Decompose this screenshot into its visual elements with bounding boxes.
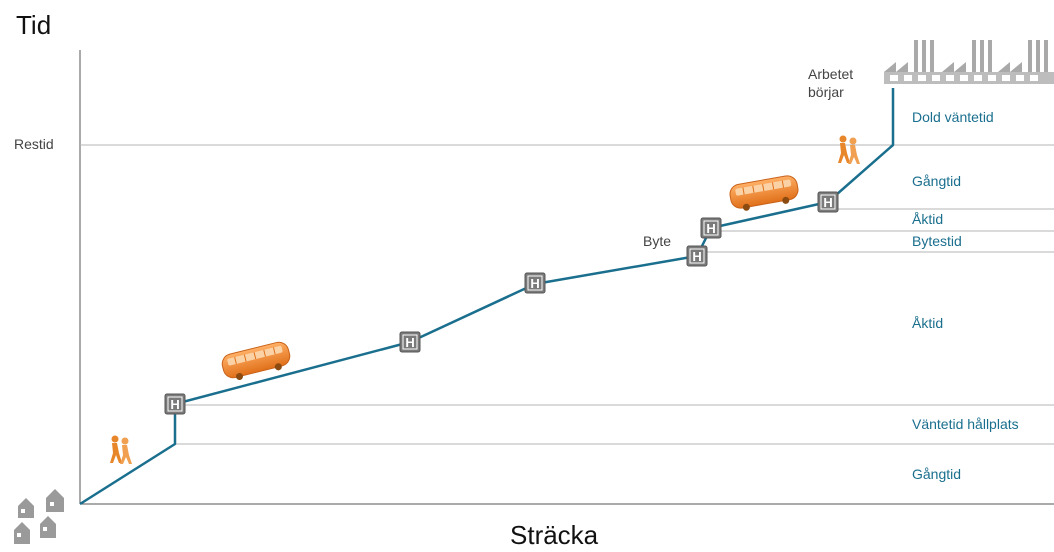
band-label-dold-vantetid: Dold väntetid [912,109,994,125]
arbetet-label-line2: börjar [808,84,844,100]
axes [79,50,1054,505]
guide-lines [80,144,1054,445]
byte-label: Byte [643,233,672,249]
stop-label: H [530,276,539,291]
stop-label: H [405,335,414,350]
bus-stop-icon: H [817,191,839,213]
stop-label: H [823,195,832,210]
houses-icon [14,489,64,544]
x-axis-title: Sträcka [510,520,599,550]
walking-people-icon [838,135,860,164]
bus-stop-icon: H [164,393,186,415]
stop-label: H [706,221,715,236]
factory-icon [884,40,1054,84]
bus-stop-icon: H [686,245,708,267]
arbetet-label-line1: Arbetet [808,66,854,82]
band-label-aktid-middle: Åktid [912,315,944,331]
bus-icon [729,175,799,211]
stop-label: H [692,249,701,264]
route-line [79,88,895,506]
walking-people-icon [110,435,132,464]
stop-label: H [170,397,179,412]
bus-icon [221,341,291,380]
band-label-gangtid-bottom: Gångtid [912,466,962,482]
bus-stop-icon: H [399,331,421,353]
band-label-gangtid-top: Gångtid [912,173,962,189]
restid-label: Restid [14,136,54,152]
band-label-bytestid: Bytestid [912,233,962,249]
bus-stop-icon: H [700,217,722,239]
band-label-aktid-top: Åktid [912,211,944,227]
bus-stop-icon: H [524,272,546,294]
band-label-vantetid-hallplats: Väntetid hållplats [912,416,1019,432]
y-axis-title: Tid [16,10,52,40]
